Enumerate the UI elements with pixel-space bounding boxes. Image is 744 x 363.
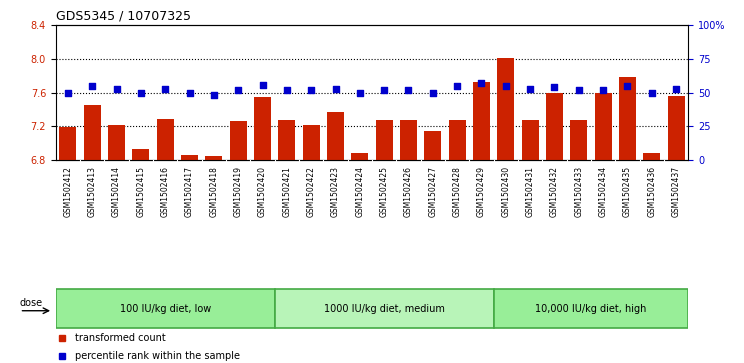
Point xyxy=(330,86,341,91)
Bar xyxy=(644,153,660,160)
Point xyxy=(184,90,196,95)
Text: GSM1502417: GSM1502417 xyxy=(185,166,194,217)
Bar xyxy=(473,82,490,160)
Text: GSM1502422: GSM1502422 xyxy=(307,166,315,217)
Bar xyxy=(327,112,344,160)
Point xyxy=(86,83,98,89)
Point xyxy=(525,86,536,91)
Bar xyxy=(522,120,539,160)
Bar xyxy=(181,155,198,160)
Text: transformed count: transformed count xyxy=(74,334,165,343)
Bar xyxy=(594,93,612,160)
Text: GSM1502413: GSM1502413 xyxy=(88,166,97,217)
Point xyxy=(573,87,585,93)
Bar xyxy=(278,120,295,160)
Text: GSM1502421: GSM1502421 xyxy=(283,166,292,217)
Text: GSM1502418: GSM1502418 xyxy=(209,166,219,217)
Bar xyxy=(303,125,320,160)
Point xyxy=(281,87,293,93)
Point xyxy=(451,83,463,89)
Text: GDS5345 / 10707325: GDS5345 / 10707325 xyxy=(56,10,190,23)
Text: GSM1502427: GSM1502427 xyxy=(429,166,437,217)
Point xyxy=(62,90,74,95)
Point xyxy=(548,84,560,90)
Bar xyxy=(667,96,684,160)
Text: GSM1502426: GSM1502426 xyxy=(404,166,413,217)
FancyBboxPatch shape xyxy=(56,289,275,328)
Text: GSM1502415: GSM1502415 xyxy=(136,166,145,217)
Point xyxy=(670,86,682,91)
Point xyxy=(305,87,317,93)
Text: GSM1502412: GSM1502412 xyxy=(63,166,72,217)
FancyBboxPatch shape xyxy=(493,289,688,328)
Bar xyxy=(84,105,100,160)
Bar xyxy=(400,120,417,160)
Text: GSM1502429: GSM1502429 xyxy=(477,166,486,217)
Point xyxy=(378,87,390,93)
Point xyxy=(111,86,123,91)
Point xyxy=(135,90,147,95)
Bar xyxy=(205,155,222,160)
Bar xyxy=(546,93,563,160)
Point xyxy=(208,92,220,98)
Point xyxy=(257,82,269,87)
Bar xyxy=(424,131,441,160)
Bar xyxy=(449,120,466,160)
Text: GSM1502432: GSM1502432 xyxy=(550,166,559,217)
Bar xyxy=(376,120,393,160)
Text: GSM1502414: GSM1502414 xyxy=(112,166,121,217)
Bar xyxy=(230,121,247,160)
Text: percentile rank within the sample: percentile rank within the sample xyxy=(74,351,240,362)
Text: GSM1502424: GSM1502424 xyxy=(356,166,365,217)
Point xyxy=(403,87,414,93)
Bar xyxy=(351,153,368,160)
Text: GSM1502430: GSM1502430 xyxy=(501,166,510,217)
Bar xyxy=(157,119,174,160)
Bar xyxy=(497,58,514,160)
Point xyxy=(232,87,244,93)
Text: 1000 IU/kg diet, medium: 1000 IU/kg diet, medium xyxy=(324,303,445,314)
Text: GSM1502423: GSM1502423 xyxy=(331,166,340,217)
Point xyxy=(354,90,366,95)
Text: GSM1502433: GSM1502433 xyxy=(574,166,583,217)
Text: GSM1502419: GSM1502419 xyxy=(234,166,243,217)
Bar xyxy=(619,77,636,160)
Bar xyxy=(132,149,150,160)
Text: 100 IU/kg diet, low: 100 IU/kg diet, low xyxy=(120,303,211,314)
Bar xyxy=(108,125,125,160)
Text: 10,000 IU/kg diet, high: 10,000 IU/kg diet, high xyxy=(535,303,647,314)
Text: dose: dose xyxy=(19,298,42,308)
Bar xyxy=(254,97,271,160)
Text: GSM1502416: GSM1502416 xyxy=(161,166,170,217)
Text: GSM1502435: GSM1502435 xyxy=(623,166,632,217)
Text: GSM1502425: GSM1502425 xyxy=(379,166,388,217)
FancyBboxPatch shape xyxy=(275,289,493,328)
Point xyxy=(621,83,633,89)
Text: GSM1502420: GSM1502420 xyxy=(258,166,267,217)
Text: GSM1502437: GSM1502437 xyxy=(672,166,681,217)
Text: GSM1502436: GSM1502436 xyxy=(647,166,656,217)
Point xyxy=(500,83,512,89)
Text: GSM1502434: GSM1502434 xyxy=(599,166,608,217)
Bar xyxy=(570,120,587,160)
Point xyxy=(646,90,658,95)
Point xyxy=(597,87,609,93)
Text: GSM1502431: GSM1502431 xyxy=(525,166,535,217)
Point xyxy=(427,90,439,95)
Text: GSM1502428: GSM1502428 xyxy=(452,166,461,217)
Point xyxy=(475,80,487,86)
Bar xyxy=(60,127,77,160)
Point xyxy=(159,86,171,91)
